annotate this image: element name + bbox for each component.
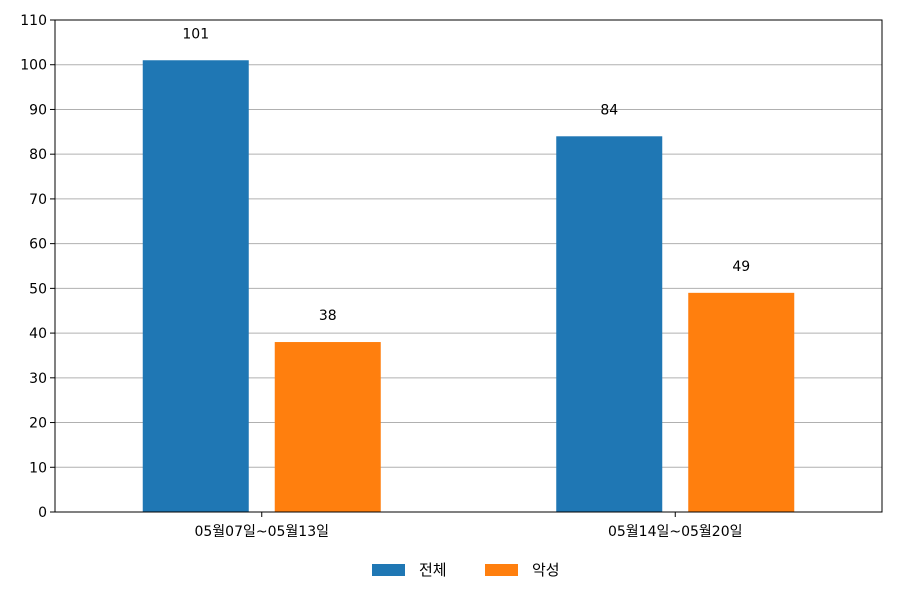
y-tick-label: 40 — [29, 326, 47, 342]
bar — [142, 60, 249, 512]
bar — [556, 136, 663, 513]
y-tick-label: 110 — [20, 13, 47, 29]
y-tick-label: 80 — [29, 147, 47, 163]
bar — [274, 342, 381, 512]
x-tick-label: 05월14일~05월20일 — [608, 524, 743, 540]
y-tick-label: 50 — [29, 281, 47, 297]
y-tick-label: 100 — [20, 58, 47, 74]
x-tick-label: 05월07일~05월13일 — [194, 524, 329, 540]
data-label: 101 — [182, 26, 209, 42]
data-label: 38 — [319, 308, 337, 324]
y-tick-label: 90 — [29, 102, 47, 118]
x-axis: 05월07일~05월13일 05월14일~05월20일 — [194, 512, 743, 540]
legend-swatch — [485, 564, 518, 576]
bars — [142, 60, 795, 513]
legend-label: 전체 — [419, 561, 447, 579]
legend: 전체 악성 — [372, 561, 560, 579]
bar — [688, 292, 795, 512]
legend-swatch — [372, 564, 405, 576]
y-tick-label: 10 — [29, 460, 47, 476]
y-tick-label: 20 — [29, 416, 47, 432]
plot-frame — [54, 19, 883, 513]
y-tick-label: 0 — [38, 505, 47, 521]
data-labels: 101 38 84 49 — [182, 26, 750, 324]
legend-label: 악성 — [532, 561, 560, 579]
y-tick-label: 70 — [29, 192, 47, 208]
data-label: 49 — [732, 259, 750, 275]
y-axis: 0 10 20 30 40 50 60 70 80 90 100 110 — [20, 13, 55, 521]
y-tick-label: 30 — [29, 371, 47, 387]
y-tick-label: 60 — [29, 237, 47, 253]
data-label: 84 — [600, 102, 618, 118]
